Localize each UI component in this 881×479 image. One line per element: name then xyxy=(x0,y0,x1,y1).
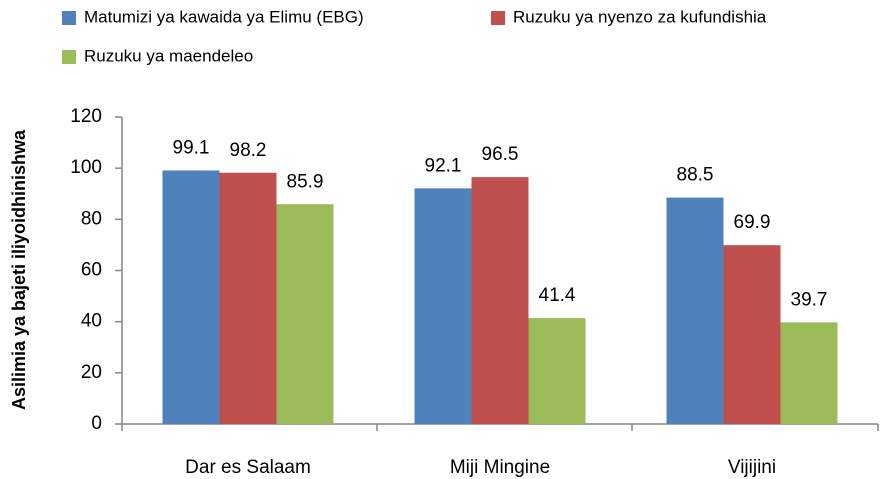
bar xyxy=(528,318,586,424)
data-label: 39.7 xyxy=(791,289,828,310)
legend-swatch xyxy=(62,50,76,64)
bar xyxy=(780,322,838,424)
legend: Matumizi ya kawaida ya Elimu (EBG) Ruzuku… xyxy=(62,7,767,65)
legend-label: Ruzuku ya maendeleo xyxy=(84,46,253,65)
data-label: 69.9 xyxy=(734,212,771,233)
y-tick-label: 100 xyxy=(70,157,102,178)
bar xyxy=(414,188,472,424)
x-tick-label: Miji Mingine xyxy=(450,457,550,478)
data-label: 41.4 xyxy=(539,285,576,306)
bar xyxy=(666,197,724,424)
data-label: 98.2 xyxy=(230,140,267,161)
x-tick-label: Dar es Salaam xyxy=(185,457,311,478)
y-tick-label: 60 xyxy=(81,260,102,281)
bar xyxy=(219,172,277,424)
data-label: 96.5 xyxy=(482,144,519,165)
legend-label: Matumizi ya kawaida ya Elimu (EBG) xyxy=(84,7,364,26)
legend-swatch xyxy=(62,11,76,25)
bar xyxy=(471,177,529,424)
data-label: 85.9 xyxy=(287,171,324,192)
y-tick-label: 40 xyxy=(81,311,102,332)
x-tick-label: Vijijini xyxy=(728,457,776,478)
data-label: 99.1 xyxy=(173,137,210,158)
bar xyxy=(723,245,781,424)
y-tick-label: 0 xyxy=(91,413,102,434)
legend-swatch xyxy=(491,11,505,25)
y-tick-label: 20 xyxy=(81,362,102,383)
data-label: 92.1 xyxy=(425,155,462,176)
y-axis-label: Asilimia ya bajeti iliyoidhinishwa xyxy=(9,129,29,410)
y-tick-label: 80 xyxy=(81,208,102,229)
bar xyxy=(276,204,334,424)
data-label: 88.5 xyxy=(677,165,714,186)
bar xyxy=(162,170,220,424)
legend-label: Ruzuku ya nyenzo za kufundishia xyxy=(513,7,767,26)
y-tick-label: 120 xyxy=(70,106,102,127)
